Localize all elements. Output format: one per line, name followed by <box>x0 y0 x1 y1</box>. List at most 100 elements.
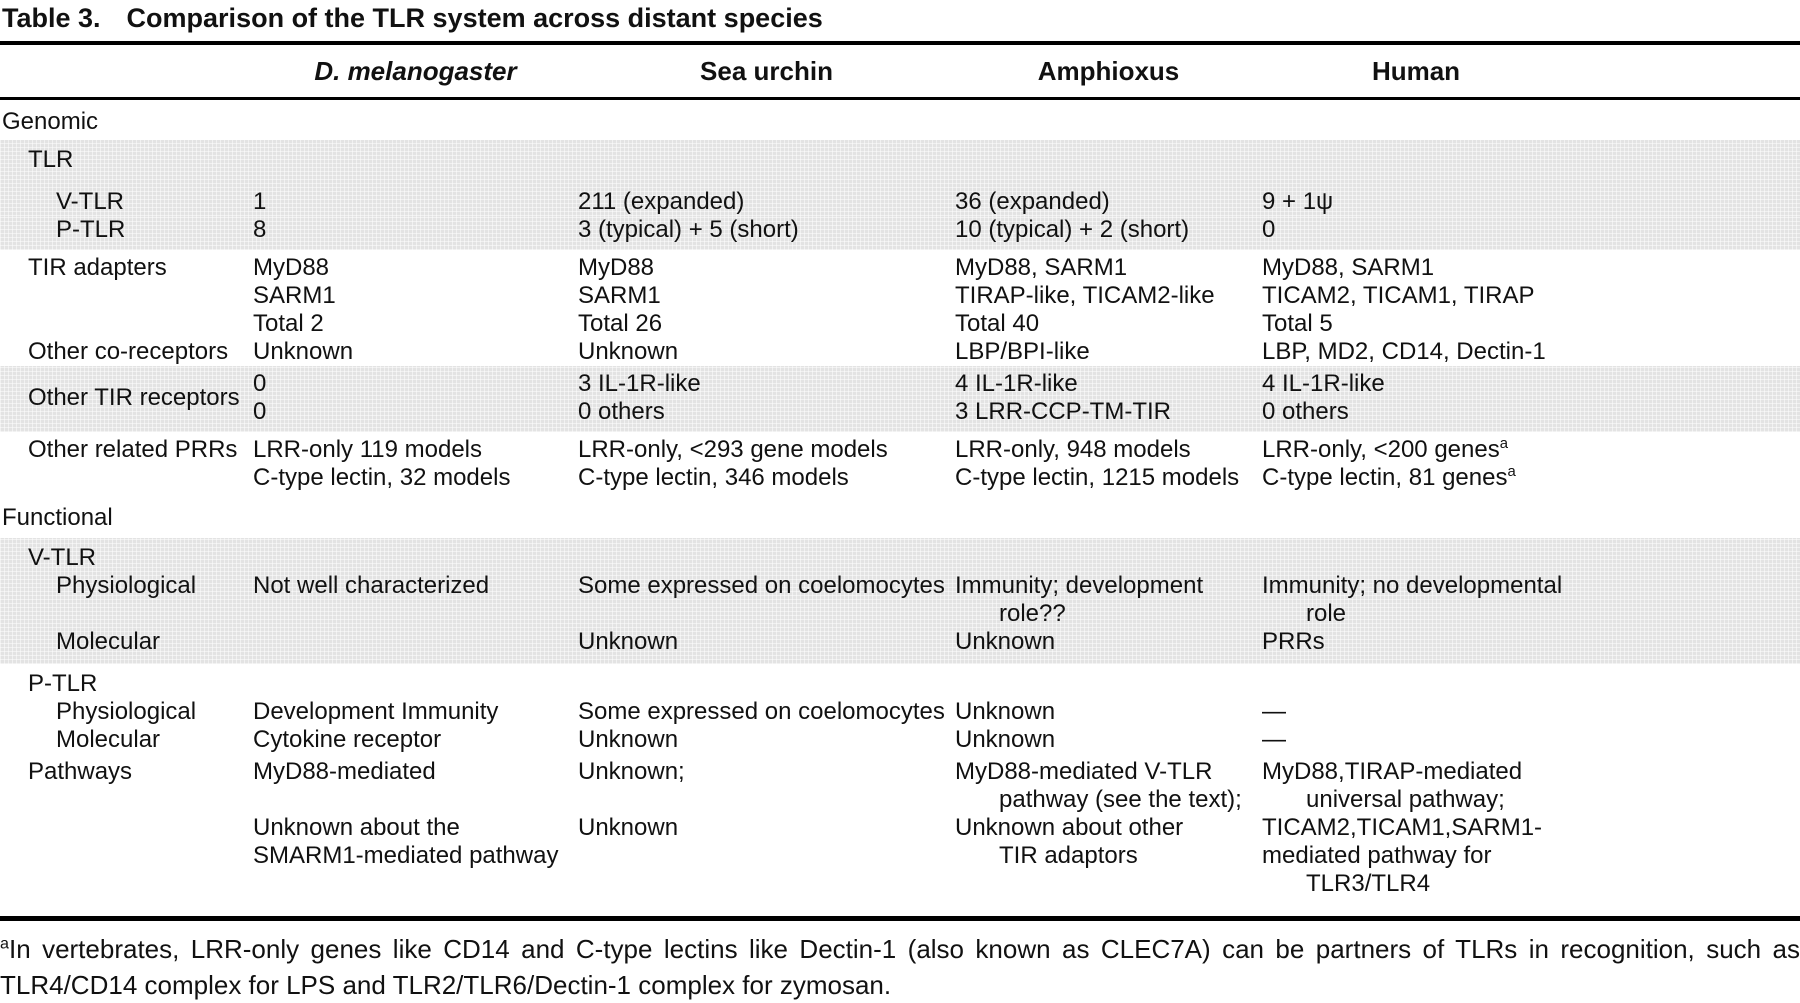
row-label: P-TLR <box>28 670 98 697</box>
cell-amphioxus: Unknown <box>955 698 1056 725</box>
cell-d-melanogaster: Unknown <box>253 338 354 365</box>
row-label: TIR adapters <box>28 254 167 281</box>
cell-d-melanogaster <box>253 108 578 136</box>
cell-sea-urchin: 211 (expanded) <box>578 188 745 215</box>
cell-human: MyD88, SARM1 TICAM2, TICAM1, TIRAP Total 5 <box>1262 254 1535 337</box>
column-header-human: Human <box>1371 55 1461 86</box>
table-row: P-TLR <box>0 664 1800 698</box>
table-row: Pathways MyD88-mediated Unknown about the… <box>0 754 1800 898</box>
cell-amphioxus: Unknown <box>955 726 1056 753</box>
cell-d-melanogaster: MyD88 SARM1 Total 2 <box>253 254 336 337</box>
footnote-text: aIn vertebrates, LRR-only genes like CD1… <box>0 934 1800 1000</box>
cell-amphioxus <box>955 108 1262 136</box>
cell-d-melanogaster: 1 <box>253 188 267 215</box>
table-row: TIR adapters MyD88 SARM1 Total 2 MyD88 SARM1 T… <box>0 250 1800 338</box>
table-row: Other TIR receptors 0 0 3 IL-1R-like 0 other… <box>0 366 1800 432</box>
table-title: Table 3. Comparison of the TLR system ac… <box>0 0 1800 41</box>
row-label: Physiological <box>56 572 197 599</box>
row-label: Other related PRRs <box>28 436 238 463</box>
cell-amphioxus: MyD88-mediated V-TLR pathway (see the tex… <box>955 758 1242 869</box>
cell-sea-urchin <box>578 670 955 698</box>
section-row: Functional <box>0 496 1800 538</box>
cell-amphioxus <box>955 670 1262 698</box>
table-row: Molecular Unknown Unknown PRRs <box>0 628 1800 664</box>
column-header-amphioxus: Amphioxus <box>1037 55 1180 86</box>
cell-amphioxus: MyD88, SARM1 TIRAP-like, TICAM2-like Total… <box>955 254 1215 337</box>
cell-sea-urchin <box>578 504 955 532</box>
cell-sea-urchin: 3 (typical) + 5 (short) <box>578 216 799 243</box>
row-label: Molecular <box>56 726 161 753</box>
table-body: Genomic TLR V-TLR 1 211 (expanded) 36 (expand… <box>0 100 1800 916</box>
column-header-d-melanogaster: D. melanogaster <box>314 55 517 86</box>
cell-human: LRR-only, <200 genesa C-type lectin, 81 g… <box>1262 436 1516 491</box>
row-label: Functional <box>2 504 113 531</box>
table-caption: Comparison of the TLR system across dist… <box>126 3 823 33</box>
table-row: P-TLR 8 3 (typical) + 5 (short) 10 (typical… <box>0 216 1800 250</box>
rule-below-header <box>0 97 1800 100</box>
table-row: Physiological Not well characterized Some … <box>0 572 1800 628</box>
cell-amphioxus <box>955 146 1262 174</box>
cell-human: 0 <box>1262 216 1276 243</box>
row-label: Genomic <box>2 108 99 135</box>
cell-sea-urchin: LRR-only, <293 gene models C-type lectin,… <box>578 436 888 491</box>
row-label: Physiological <box>56 698 197 725</box>
cell-human: — <box>1262 698 1286 725</box>
cell-amphioxus: LRR-only, 948 models C-type lectin, 1215 … <box>955 436 1240 491</box>
cell-d-melanogaster: Not well characterized <box>253 572 490 599</box>
row-label: V-TLR <box>56 188 125 215</box>
cell-amphioxus <box>955 504 1262 532</box>
cell-human <box>1262 146 1800 174</box>
cell-d-melanogaster: Cytokine receptor <box>253 726 442 753</box>
table-row: Other co-receptors Unknown Unknown LBP/BPI-… <box>0 338 1800 366</box>
cell-human: PRRs <box>1262 628 1325 655</box>
rule-below-title <box>0 41 1800 45</box>
row-label: P-TLR <box>56 216 126 243</box>
section-row: Genomic <box>0 100 1800 140</box>
column-header-sea-urchin: Sea urchin <box>700 55 833 86</box>
cell-human: 9 + 1ψ <box>1262 188 1334 215</box>
cell-amphioxus: 10 (typical) + 2 (short) <box>955 216 1190 243</box>
cell-human <box>1262 504 1800 532</box>
row-label: Other TIR receptors <box>28 384 240 411</box>
cell-human: — <box>1262 726 1286 753</box>
cell-sea-urchin: Unknown; Unknown <box>578 758 685 841</box>
cell-sea-urchin <box>578 108 955 136</box>
rule-above-footnote <box>0 916 1800 921</box>
cell-sea-urchin <box>578 146 955 174</box>
cell-human <box>1262 670 1800 698</box>
cell-sea-urchin: Unknown <box>578 338 679 365</box>
cell-human: MyD88,TIRAP-mediated universal pathway; TI… <box>1262 758 1543 897</box>
table-row: Other related PRRs LRR-only 119 models C-t… <box>0 432 1800 496</box>
cell-d-melanogaster <box>253 670 578 698</box>
cell-human <box>1262 544 1800 572</box>
cell-human: Immunity; no developmental role <box>1262 572 1563 627</box>
row-label: TLR <box>28 146 74 173</box>
cell-amphioxus <box>955 544 1262 572</box>
cell-sea-urchin: Unknown <box>578 628 679 655</box>
cell-d-melanogaster: Development Immunity <box>253 698 499 725</box>
table-number: Table 3. <box>2 3 101 33</box>
cell-sea-urchin <box>578 544 955 572</box>
cell-amphioxus: Immunity; development role?? <box>955 572 1204 627</box>
table-header-row: D. melanogaster Sea urchin Amphioxus Hum… <box>0 45 1800 97</box>
table-row: TLR <box>0 140 1800 188</box>
cell-d-melanogaster <box>253 544 578 572</box>
cell-amphioxus: LBP/BPI-like <box>955 338 1090 365</box>
cell-amphioxus: 36 (expanded) <box>955 188 1110 215</box>
cell-human: 4 IL-1R-like 0 others <box>1262 370 1385 425</box>
row-label: V-TLR <box>28 544 97 571</box>
cell-amphioxus: Unknown <box>955 628 1056 655</box>
cell-sea-urchin: MyD88 SARM1 Total 26 <box>578 254 663 337</box>
table-row: Molecular Cytokine receptor Unknown Unknown… <box>0 726 1800 754</box>
cell-sea-urchin: Some expressed on coelomocytes <box>578 572 945 599</box>
cell-d-melanogaster: MyD88-mediated Unknown about the SMARM1-m… <box>253 758 559 869</box>
table-row: V-TLR <box>0 538 1800 572</box>
cell-human <box>1262 108 1800 136</box>
cell-d-melanogaster <box>253 628 578 656</box>
row-label: Pathways <box>28 758 133 785</box>
cell-sea-urchin: 3 IL-1R-like 0 others <box>578 370 701 425</box>
cell-d-melanogaster <box>253 146 578 174</box>
cell-amphioxus: 4 IL-1R-like 3 LRR-CCP-TM-TIR <box>955 370 1171 425</box>
